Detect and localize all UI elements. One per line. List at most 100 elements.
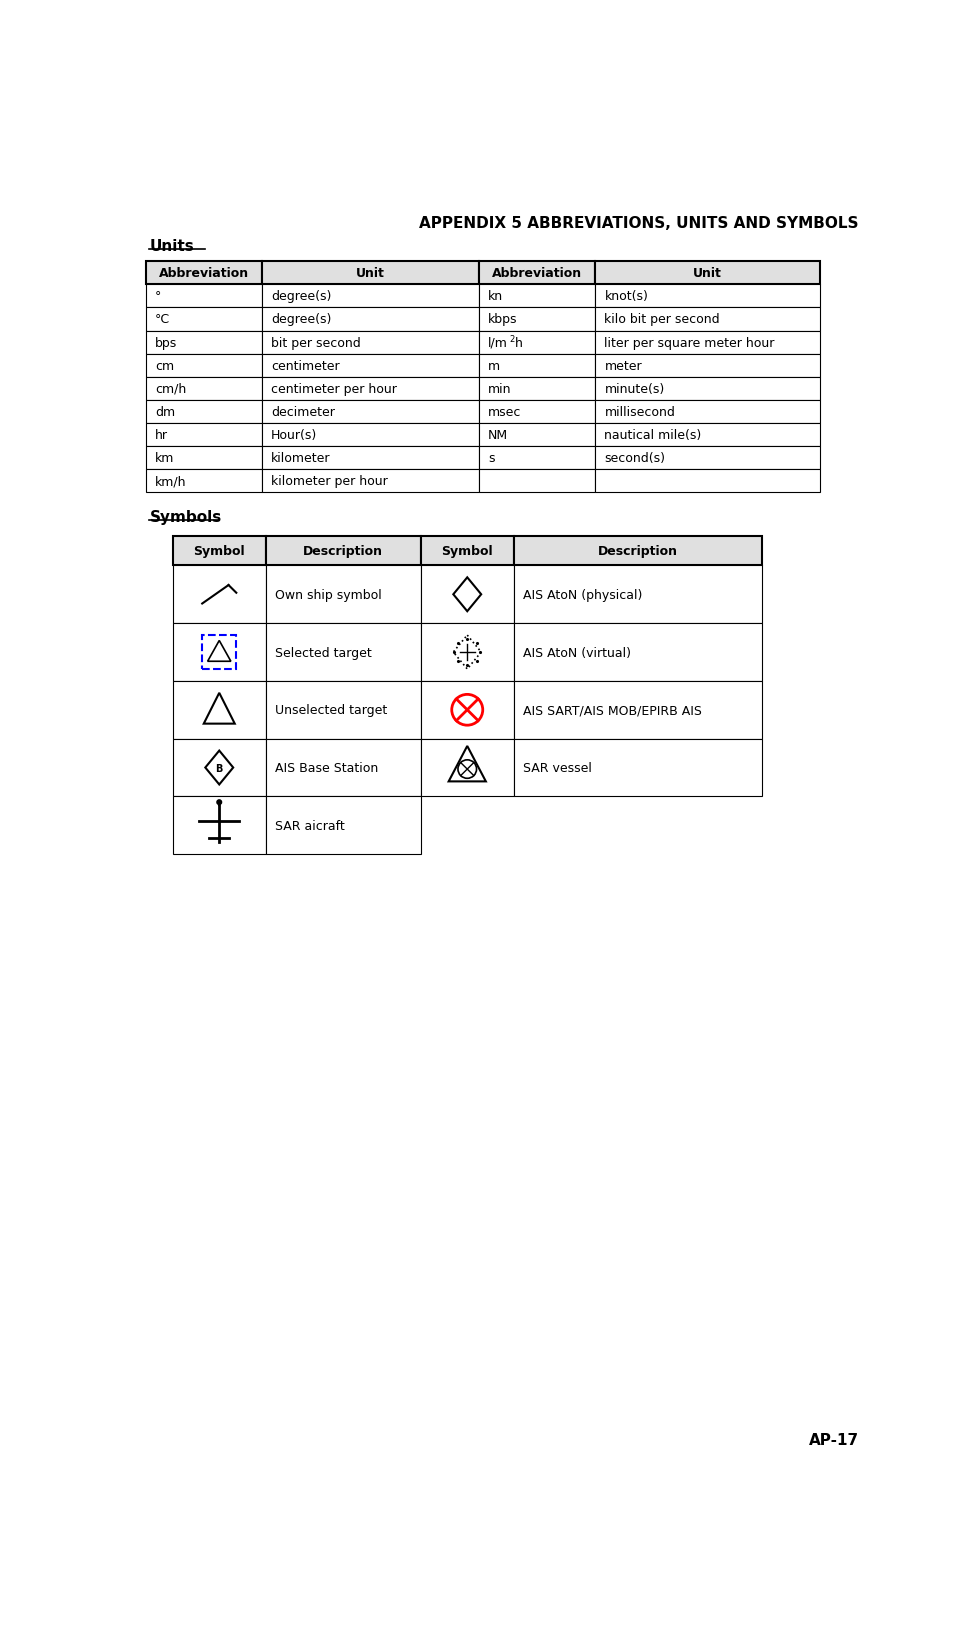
Text: Own ship symbol: Own ship symbol (275, 588, 381, 602)
Bar (595, 354, 819, 377)
Bar (595, 400, 819, 425)
Text: kilometer: kilometer (271, 452, 331, 465)
Text: AIS AtoN (virtual): AIS AtoN (virtual) (522, 646, 631, 659)
Text: AIS SART/AIS MOB/EPIRB AIS: AIS SART/AIS MOB/EPIRB AIS (522, 703, 701, 716)
Text: Description: Description (303, 544, 382, 557)
Text: Description: Description (598, 544, 677, 557)
Bar (513, 538, 761, 565)
Bar (172, 797, 265, 854)
Text: AIS AtoN (physical): AIS AtoN (physical) (522, 588, 642, 602)
Text: APPENDIX 5 ABBREVIATIONS, UNITS AND SYMBOLS: APPENDIX 5 ABBREVIATIONS, UNITS AND SYMB… (419, 216, 858, 231)
Bar (172, 739, 265, 797)
Text: 2: 2 (510, 334, 514, 344)
Text: bit per second: bit per second (271, 336, 361, 349)
Bar (146, 470, 261, 493)
Text: msec: msec (488, 405, 521, 418)
Text: AIS Base Station: AIS Base Station (275, 762, 378, 775)
Text: Abbreviation: Abbreviation (158, 267, 248, 280)
Text: °: ° (155, 290, 161, 303)
Text: second(s): second(s) (603, 452, 665, 465)
Text: decimeter: decimeter (271, 405, 334, 418)
Text: Unit: Unit (356, 267, 384, 280)
Text: B: B (215, 764, 223, 774)
Bar (146, 400, 261, 425)
Text: AP-17: AP-17 (808, 1432, 858, 1447)
Text: degree(s): degree(s) (271, 313, 332, 326)
Text: kn: kn (488, 290, 503, 303)
Bar (261, 308, 478, 331)
Bar (261, 285, 478, 308)
Text: kilometer per hour: kilometer per hour (271, 475, 387, 488)
Bar (146, 285, 261, 308)
Bar (261, 470, 478, 493)
Bar (265, 739, 421, 797)
Bar (265, 682, 421, 739)
Bar (478, 285, 595, 308)
Text: centimeter per hour: centimeter per hour (271, 382, 397, 395)
Bar (478, 262, 595, 285)
Text: dm: dm (155, 405, 175, 418)
Bar (513, 565, 761, 624)
Text: Units: Units (150, 239, 194, 254)
Bar (265, 538, 421, 565)
Bar (478, 308, 595, 331)
Text: centimeter: centimeter (271, 359, 339, 372)
Text: h: h (514, 336, 522, 349)
Bar (478, 331, 595, 354)
Bar (265, 624, 421, 682)
Bar (172, 624, 265, 682)
Bar (146, 425, 261, 447)
Bar (595, 331, 819, 354)
Text: kbps: kbps (488, 313, 517, 326)
Bar (421, 538, 513, 565)
Bar (595, 377, 819, 400)
Bar (146, 331, 261, 354)
Text: kilo bit per second: kilo bit per second (603, 313, 719, 326)
Text: liter per square meter hour: liter per square meter hour (603, 336, 774, 349)
Bar (595, 308, 819, 331)
Bar (595, 447, 819, 470)
Bar (261, 354, 478, 377)
Text: minute(s): minute(s) (603, 382, 664, 395)
Text: Symbol: Symbol (441, 544, 493, 557)
Bar (261, 447, 478, 470)
Bar (146, 262, 261, 285)
Text: km/h: km/h (155, 475, 186, 488)
Text: °C: °C (155, 313, 170, 326)
Bar (478, 470, 595, 493)
Bar (478, 377, 595, 400)
Text: Unit: Unit (692, 267, 721, 280)
Bar (261, 425, 478, 447)
Bar (513, 739, 761, 797)
Bar (261, 377, 478, 400)
Bar (261, 262, 478, 285)
Text: m: m (488, 359, 500, 372)
Bar (146, 447, 261, 470)
Text: NM: NM (488, 429, 508, 443)
Text: SAR aicraft: SAR aicraft (275, 820, 344, 833)
Bar (421, 682, 513, 739)
Text: cm: cm (155, 359, 174, 372)
Text: Selected target: Selected target (275, 646, 372, 659)
Bar (146, 377, 261, 400)
Bar (513, 624, 761, 682)
Text: l/m: l/m (488, 336, 508, 349)
Text: cm/h: cm/h (155, 382, 186, 395)
Bar (146, 354, 261, 377)
Bar (202, 636, 236, 670)
Text: knot(s): knot(s) (603, 290, 647, 303)
Bar (261, 331, 478, 354)
Bar (595, 425, 819, 447)
Bar (478, 447, 595, 470)
Text: km: km (155, 452, 174, 465)
Bar (478, 354, 595, 377)
Bar (513, 682, 761, 739)
Bar (595, 262, 819, 285)
Text: millisecond: millisecond (603, 405, 675, 418)
Bar (421, 739, 513, 797)
Circle shape (217, 800, 221, 805)
Bar (172, 538, 265, 565)
Text: meter: meter (603, 359, 642, 372)
Bar (265, 565, 421, 624)
Bar (146, 308, 261, 331)
